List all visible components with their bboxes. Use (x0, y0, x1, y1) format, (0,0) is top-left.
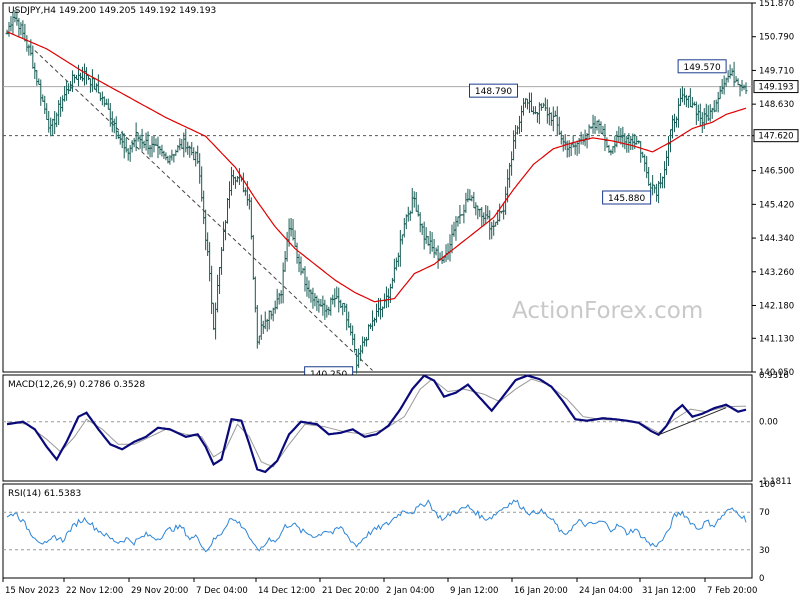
price-header: USDJPY,H4 149.200 149.205 149.192 149.19… (8, 6, 216, 16)
price-callout-box (677, 59, 727, 74)
macd-y-tick-label: 0.00 (759, 418, 778, 428)
price-panel: ActionForex.com 151.870 150.790 149.710 148.… (2, 0, 799, 381)
macd-panel-frame (2, 374, 753, 482)
macd-y-tick-label: -1.1811 (759, 477, 792, 487)
rsi-panel: 100 70 30 0 RSI(14) 61.5383 (2, 480, 775, 584)
y-tick-label: 146.500 (759, 167, 794, 177)
macd-line (6, 374, 747, 474)
level-price-box (753, 80, 799, 94)
y-tick-label: 150.790 (759, 33, 794, 43)
y-tick-label: 145.420 (759, 200, 794, 210)
y-tick-label: 151.870 (759, 0, 794, 9)
y-tick-label: 144.340 (759, 234, 794, 244)
y-tick-label: 142.180 (759, 302, 794, 312)
x-tick-label: 21 Dec 20:00 (322, 586, 379, 596)
y-tick-label: 149.710 (759, 66, 794, 76)
x-tick-label: 24 Jan 04:00 (579, 586, 633, 596)
x-tick-label: 7 Dec 04:00 (196, 586, 248, 596)
x-tick-label: 31 Jan 12:00 (642, 586, 696, 596)
x-tick-label: 7 Feb 20:00 (707, 586, 757, 596)
price-panel-frame (2, 2, 753, 373)
price-callout-label: 149.570 (683, 63, 720, 73)
y-tick-label: 143.260 (759, 268, 794, 278)
x-tick-label: 9 Jan 12:00 (450, 586, 498, 596)
x-tick-label: 29 Nov 20:00 (131, 586, 188, 596)
macd-panel: 0.9316 0.00 -1.1811 MACD(12,26,9) 0.2786 0.… (2, 371, 792, 487)
macd-y-tick-label: 0.9316 (759, 371, 789, 381)
price-callout-label: 145.880 (608, 194, 645, 204)
ohlc-bar (744, 82, 748, 95)
time-axis: 15 Nov 2023 22 Nov 12:00 29 Nov 20:00 7 Dec… (2, 578, 757, 596)
price-callout-label: 148.790 (475, 87, 512, 97)
watermark: ActionForex.com (512, 298, 703, 324)
level-price-label: 149.193 (758, 83, 793, 93)
y-tick-label: 148.630 (759, 100, 794, 110)
rsi-y-tick-label: 0 (759, 574, 764, 584)
price-callout-box (602, 190, 652, 205)
level-price-box (753, 129, 799, 143)
x-tick-label: 16 Jan 20:00 (514, 586, 568, 596)
macd-trendline (658, 407, 727, 436)
y-tick-label: 140.050 (759, 368, 794, 378)
rsi-panel-frame (2, 483, 753, 579)
rsi-y-tick-label: 100 (759, 480, 775, 490)
rsi-header: RSI(14) 61.5383 (8, 489, 81, 499)
price-callout-box (469, 83, 519, 98)
x-tick-label: 2 Jan 04:00 (386, 586, 434, 596)
macd-header: MACD(12,26,9) 0.2786 0.3528 (8, 380, 145, 390)
ohlc-bars (5, 10, 748, 374)
rsi-y-tick-label: 30 (759, 546, 770, 556)
level-price-label: 147.620 (758, 132, 793, 142)
x-tick-label: 22 Nov 12:00 (66, 586, 123, 596)
moving-average-line (6, 31, 747, 303)
x-tick-label: 15 Nov 2023 (5, 586, 59, 596)
x-tick-label: 14 Dec 12:00 (258, 586, 315, 596)
y-tick-label: 141.130 (759, 334, 794, 344)
rsi-line (6, 499, 747, 553)
rsi-y-tick-label: 70 (759, 508, 770, 518)
